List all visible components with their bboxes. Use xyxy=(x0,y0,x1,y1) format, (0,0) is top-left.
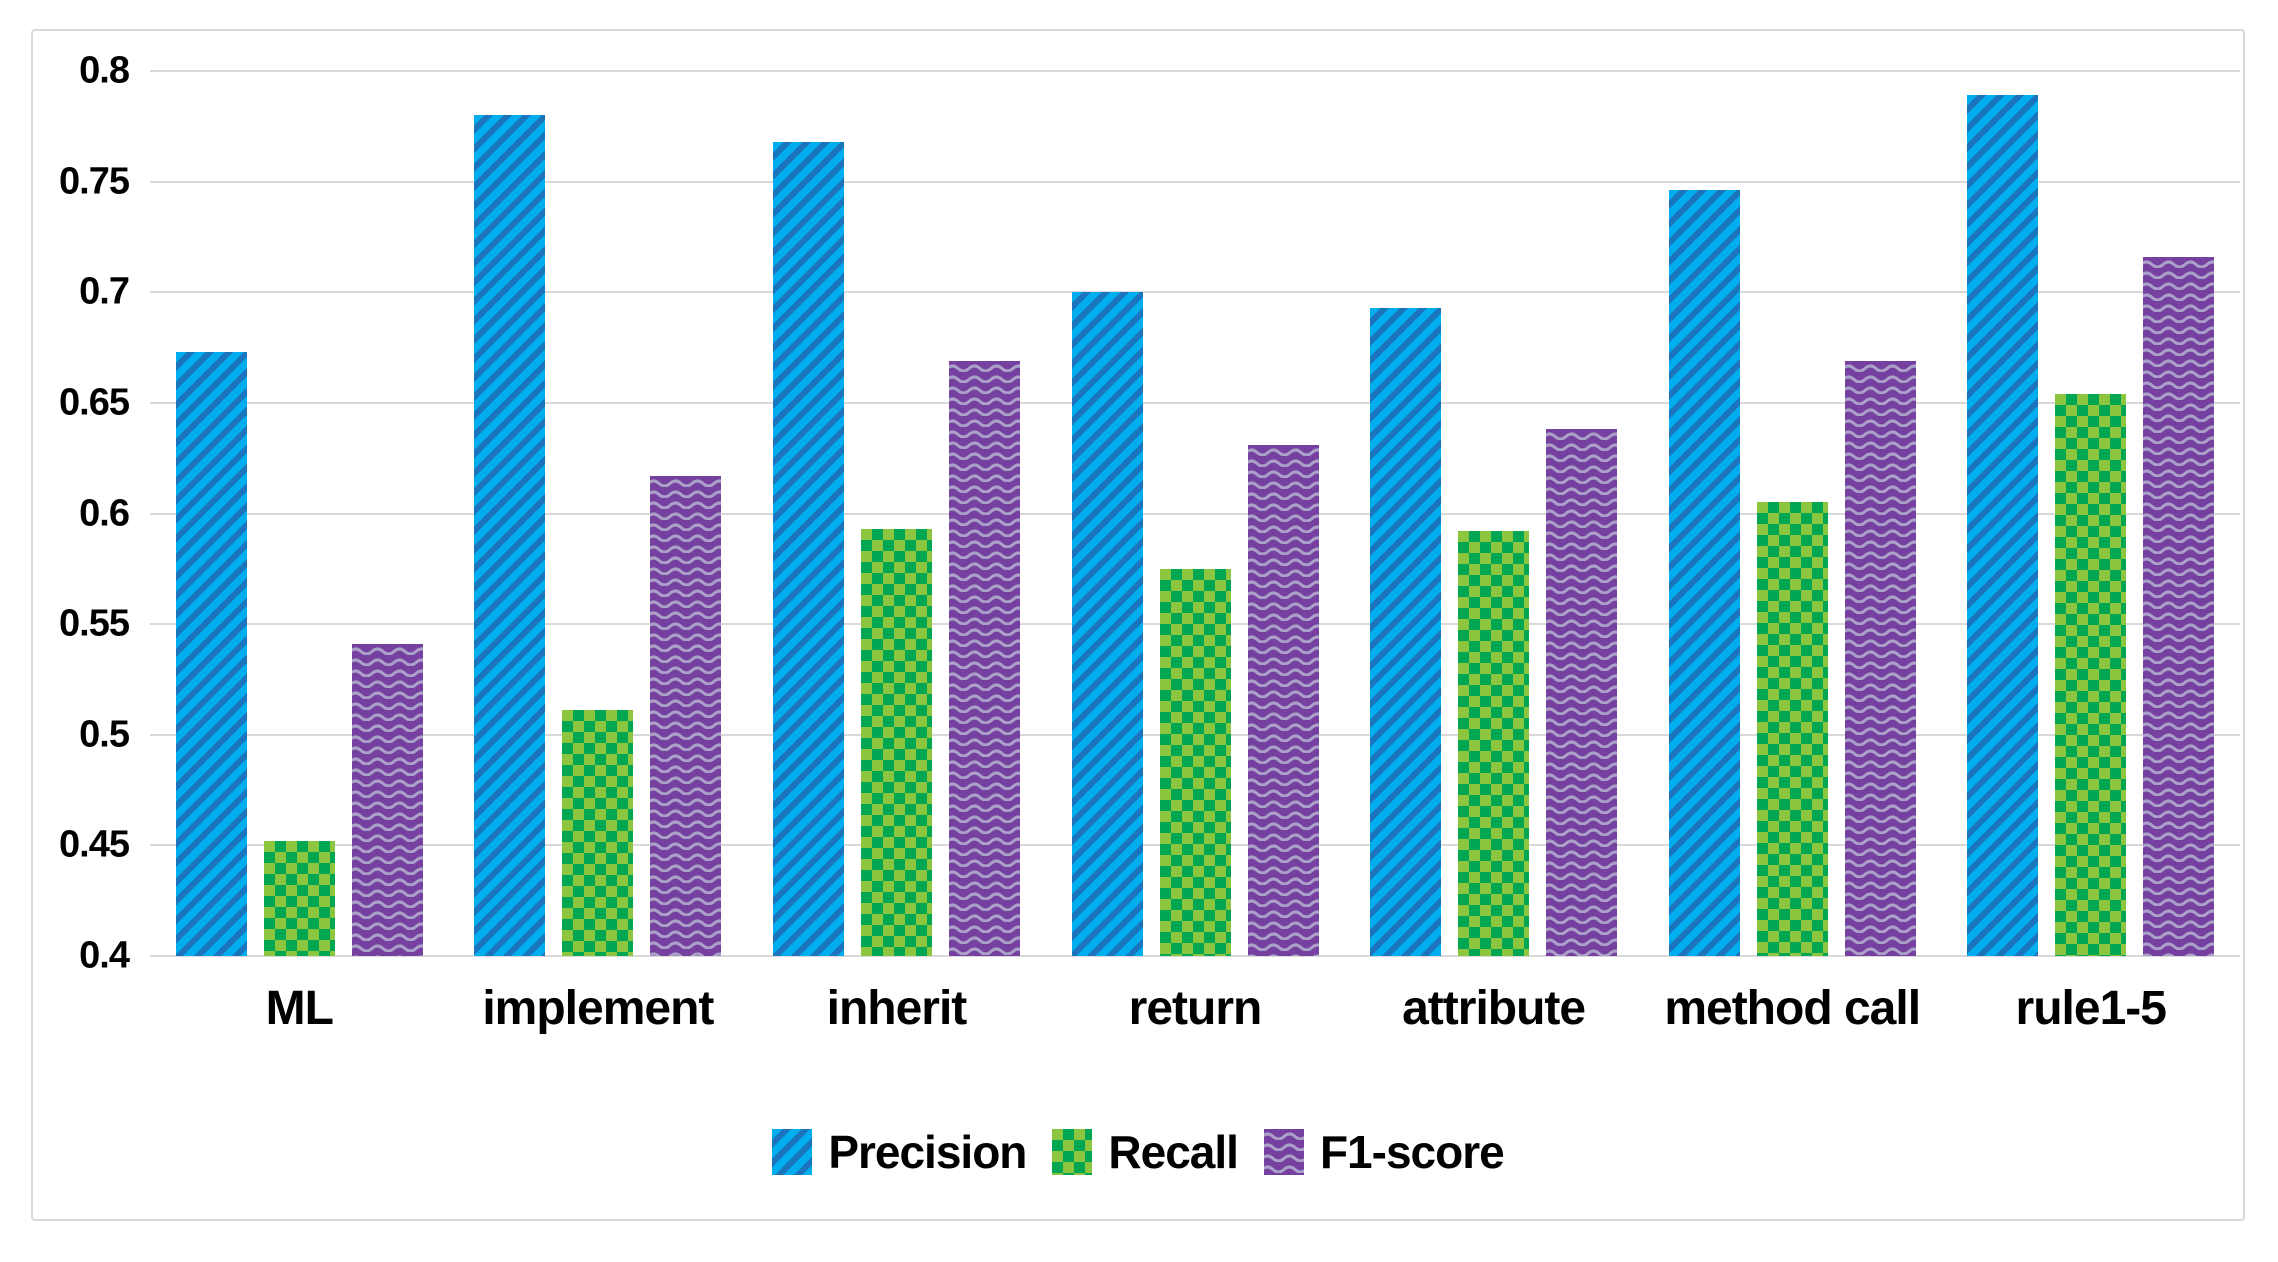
legend-item: Recall xyxy=(1052,1125,1239,1179)
legend-item: Precision xyxy=(772,1125,1027,1179)
y-tick-label: 0.75 xyxy=(59,160,130,203)
bar-group xyxy=(1344,71,1643,956)
category-label: return xyxy=(1128,982,1263,1035)
category-label: implement xyxy=(482,982,714,1035)
legend-item: F1-score xyxy=(1263,1125,1505,1179)
f1-score-bar xyxy=(1546,429,1618,956)
bar-group xyxy=(1941,71,2240,956)
f1-score-bar xyxy=(650,476,722,956)
gridline xyxy=(150,291,2240,293)
legend-label: F1-score xyxy=(1319,1126,1505,1178)
bar-groups xyxy=(150,71,2240,956)
y-tick-label: 0.4 xyxy=(79,934,130,977)
recall-bar xyxy=(1159,569,1231,956)
recall-bar xyxy=(2055,394,2127,956)
bar-group xyxy=(150,71,449,956)
gridline xyxy=(150,955,2240,957)
gridline xyxy=(150,70,2240,72)
plot-area xyxy=(150,70,2240,957)
bar-group xyxy=(1643,71,1942,956)
legend: Precision Recall F1-score xyxy=(33,1124,2243,1180)
bar-group xyxy=(747,71,1046,956)
recall-bar xyxy=(562,710,634,956)
precision-bar xyxy=(772,142,844,956)
precision-bar xyxy=(1967,95,2039,956)
bar-group xyxy=(449,71,748,956)
recall-bar xyxy=(1458,531,1530,956)
precision-bar xyxy=(474,115,546,956)
gridline xyxy=(150,513,2240,515)
f1-score-bar xyxy=(2143,257,2215,956)
f1-score-bar xyxy=(1247,445,1319,956)
gridline xyxy=(150,402,2240,404)
recall-bar xyxy=(1756,502,1828,956)
bar-group xyxy=(1046,71,1345,956)
precision-bar xyxy=(1370,308,1442,956)
recall-bar xyxy=(263,841,335,956)
precision-bar xyxy=(1668,190,1740,956)
y-axis: 0.8 0.75 0.7 0.65 0.6 0.55 0.5 0.45 0.4 xyxy=(33,50,145,977)
f1-score-bar xyxy=(351,644,423,956)
precision-bar xyxy=(175,352,247,956)
recall-bar xyxy=(860,529,932,956)
chart-frame: 0.8 0.75 0.7 0.65 0.6 0.55 0.5 0.45 0.4 ML implem… xyxy=(31,29,2245,1221)
y-tick-label: 0.65 xyxy=(59,381,130,424)
category-label: rule1-5 xyxy=(2015,982,2167,1035)
f1-score-bar xyxy=(948,361,1020,956)
y-tick-label: 0.55 xyxy=(59,602,130,645)
category-label: attribute xyxy=(1402,982,1586,1035)
legend-label: Precision xyxy=(828,1126,1027,1178)
category-label: inherit xyxy=(826,982,968,1035)
legend-label: Recall xyxy=(1108,1126,1239,1178)
category-label: ML xyxy=(265,982,334,1035)
x-axis: ML implement inherit return attribute method … xyxy=(150,974,2240,1044)
y-tick-label: 0.7 xyxy=(79,270,130,313)
precision-bar xyxy=(1071,292,1143,956)
category-label: method call xyxy=(1664,982,1921,1035)
legend-swatch-precision xyxy=(772,1129,813,1175)
y-tick-label: 0.5 xyxy=(79,713,130,756)
y-tick-label: 0.8 xyxy=(79,49,130,92)
y-tick-label: 0.6 xyxy=(79,492,130,535)
legend-swatch-recall xyxy=(1052,1129,1093,1175)
legend-swatch-f1-score xyxy=(1263,1129,1304,1175)
y-tick-label: 0.45 xyxy=(59,823,130,866)
f1-score-bar xyxy=(1844,361,1916,956)
gridline xyxy=(150,181,2240,183)
